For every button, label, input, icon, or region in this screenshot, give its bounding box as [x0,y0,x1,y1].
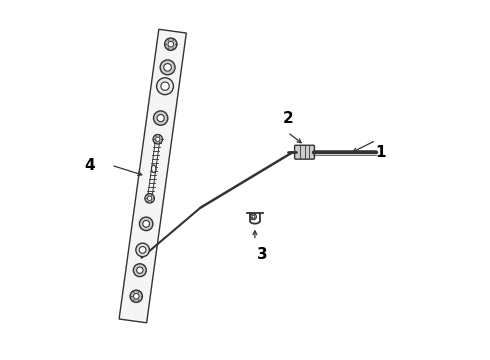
Circle shape [161,82,169,90]
Text: 4: 4 [84,158,95,172]
Text: 2: 2 [282,111,293,126]
Circle shape [153,111,168,125]
Text: 3: 3 [257,247,267,262]
Circle shape [164,64,171,71]
Circle shape [143,220,149,227]
Text: 1: 1 [376,145,386,160]
Circle shape [165,38,177,50]
Circle shape [157,78,173,95]
Circle shape [140,217,153,231]
Circle shape [139,247,146,253]
Circle shape [168,41,173,47]
Circle shape [250,214,256,220]
Circle shape [147,196,152,201]
Circle shape [156,137,160,141]
Circle shape [153,135,163,144]
Circle shape [252,215,255,218]
Circle shape [130,290,143,302]
Ellipse shape [151,165,156,172]
Circle shape [136,243,149,257]
Circle shape [133,293,139,299]
Circle shape [160,60,175,75]
Polygon shape [119,29,186,323]
Circle shape [145,194,154,203]
FancyBboxPatch shape [294,145,315,159]
Circle shape [133,264,147,276]
Circle shape [157,114,164,122]
Circle shape [137,267,143,273]
